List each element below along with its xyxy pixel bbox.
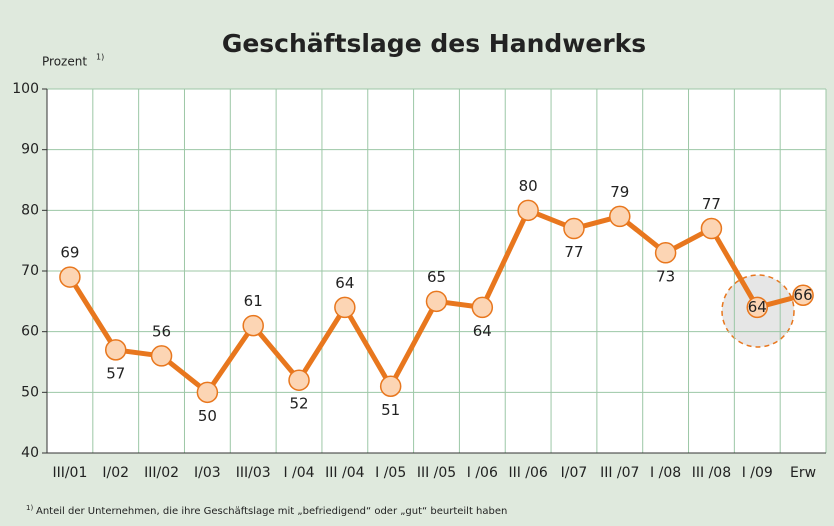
data-label: 50 bbox=[198, 407, 217, 425]
x-tick-label: I/07 bbox=[561, 465, 588, 481]
marker bbox=[288, 369, 310, 391]
data-label: 65 bbox=[427, 268, 446, 286]
x-tick-label: III/02 bbox=[144, 465, 179, 481]
x-tick-label: I /08 bbox=[650, 465, 681, 481]
data-label: 61 bbox=[244, 292, 263, 310]
x-tick-label: I/02 bbox=[102, 465, 129, 481]
x-tick-label: III /07 bbox=[600, 465, 639, 481]
data-label: 80 bbox=[519, 177, 538, 195]
y-tick-label: 90 bbox=[21, 142, 39, 158]
marker bbox=[609, 205, 631, 228]
x-tick-label: III /08 bbox=[692, 465, 731, 481]
chart-title: Geschäftslage des Handwerks bbox=[222, 29, 646, 58]
data-label: 52 bbox=[289, 395, 308, 413]
marker bbox=[700, 217, 723, 240]
marker bbox=[59, 266, 81, 288]
data-label: 69 bbox=[60, 244, 79, 262]
data-label: 77 bbox=[702, 195, 721, 213]
y-tick-label: 40 bbox=[21, 445, 39, 461]
marker bbox=[104, 339, 127, 361]
x-tick-label: I/03 bbox=[194, 465, 221, 481]
data-label: 77 bbox=[564, 243, 583, 261]
marker bbox=[517, 199, 539, 222]
marker bbox=[150, 345, 173, 367]
y-tick-label: 50 bbox=[21, 384, 39, 400]
x-tick-label: I /05 bbox=[375, 465, 406, 481]
y-tick-label: 60 bbox=[21, 324, 39, 340]
marker bbox=[425, 290, 448, 313]
x-tick-label: III/01 bbox=[52, 465, 87, 481]
x-tick-label: I /06 bbox=[467, 465, 498, 481]
data-label: 79 bbox=[610, 183, 629, 201]
marker bbox=[792, 284, 814, 307]
data-label: 64 bbox=[748, 298, 767, 316]
x-tick-label: III /06 bbox=[508, 465, 547, 481]
marker bbox=[563, 217, 585, 240]
marker bbox=[334, 296, 356, 319]
x-tick-label: I /04 bbox=[283, 465, 314, 481]
data-label: 73 bbox=[656, 267, 675, 285]
y-axis-label: Prozent bbox=[42, 55, 87, 69]
y-tick-label: 70 bbox=[21, 263, 39, 279]
data-label: 64 bbox=[473, 322, 492, 340]
y-tick-label: 100 bbox=[12, 81, 39, 97]
data-label: 56 bbox=[152, 322, 171, 340]
data-label: 51 bbox=[381, 401, 400, 419]
y-tick-label: 80 bbox=[21, 202, 39, 218]
marker bbox=[654, 242, 677, 264]
x-tick-label: III /04 bbox=[325, 465, 364, 481]
marker bbox=[242, 314, 264, 337]
footnote-marker: 1) bbox=[26, 504, 33, 512]
x-tick-label: III/03 bbox=[236, 465, 271, 481]
x-tick-label: I /09 bbox=[742, 465, 773, 481]
marker bbox=[471, 296, 494, 319]
footnote: Anteil der Unternehmen, die ihre Geschäf… bbox=[36, 506, 507, 517]
marker bbox=[196, 381, 219, 404]
y-axis-label-note: 1) bbox=[96, 53, 104, 62]
data-label: 64 bbox=[335, 274, 354, 292]
data-label: 57 bbox=[106, 364, 125, 382]
x-tick-label: III /05 bbox=[417, 465, 456, 481]
marker bbox=[746, 296, 769, 319]
data-label: 66 bbox=[794, 286, 813, 304]
x-tick-label: Erw bbox=[790, 465, 816, 481]
marker bbox=[379, 375, 402, 398]
